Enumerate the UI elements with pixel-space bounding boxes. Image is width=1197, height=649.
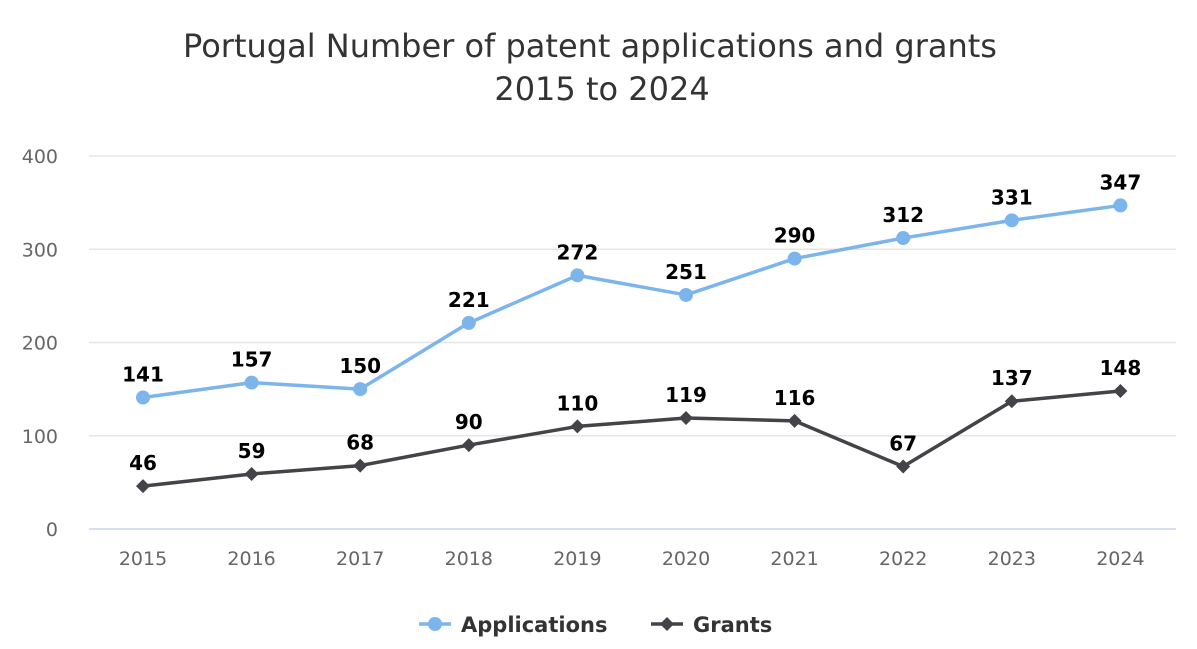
data-point bbox=[136, 390, 150, 405]
legend: Applications Grants bbox=[419, 613, 772, 637]
data-label: 141 bbox=[122, 363, 164, 387]
legend-marker bbox=[428, 617, 442, 631]
x-tick-label: 2020 bbox=[662, 548, 710, 570]
data-point bbox=[1004, 394, 1019, 409]
data-point bbox=[244, 466, 259, 481]
data-label: 119 bbox=[665, 383, 707, 407]
y-axis: 0 100 200 300 400 bbox=[22, 146, 58, 541]
data-labels: 141 157 150 221 272 251 290 312 331 347 46 59 68 90 11… bbox=[122, 170, 1141, 475]
data-point bbox=[787, 413, 802, 428]
data-point bbox=[570, 419, 585, 434]
data-label: 150 bbox=[339, 354, 381, 378]
data-point bbox=[136, 479, 150, 494]
data-label: 221 bbox=[448, 288, 490, 312]
series-grants bbox=[136, 383, 1128, 494]
grid-lines bbox=[89, 155, 1176, 437]
x-tick-label: 2018 bbox=[445, 548, 493, 570]
x-tick-label: 2019 bbox=[553, 548, 601, 570]
data-label: 137 bbox=[991, 366, 1033, 390]
y-tick-label: 100 bbox=[22, 426, 58, 448]
legend-label: Applications bbox=[461, 613, 607, 637]
series-line bbox=[141, 203, 1123, 400]
data-point bbox=[679, 287, 693, 302]
chart-title-line-1: Portugal Number of patent applications a… bbox=[183, 27, 997, 65]
chart-title-line-2: 2015 to 2024 bbox=[494, 70, 709, 108]
y-tick-label: 200 bbox=[22, 333, 58, 355]
data-point bbox=[1113, 383, 1128, 398]
data-point bbox=[461, 438, 476, 453]
x-tick-label: 2015 bbox=[119, 548, 167, 570]
legend-item-applications[interactable]: Applications bbox=[419, 613, 607, 637]
x-tick-label: 2024 bbox=[1096, 548, 1144, 570]
series-applications bbox=[136, 198, 1128, 405]
x-tick-label: 2016 bbox=[227, 548, 275, 570]
legend-item-grants[interactable]: Grants bbox=[651, 613, 772, 637]
data-point bbox=[896, 231, 911, 246]
x-axis: 2015 2016 2017 2018 2019 2020 2021 2022 2023 2024 bbox=[89, 528, 1176, 570]
x-tick-label: 2017 bbox=[336, 548, 384, 570]
data-label: 46 bbox=[129, 451, 157, 475]
data-label: 59 bbox=[238, 439, 266, 463]
data-point bbox=[244, 375, 259, 390]
data-point bbox=[679, 411, 693, 426]
legend-label: Grants bbox=[693, 613, 772, 637]
data-label: 148 bbox=[1100, 356, 1142, 380]
data-point bbox=[787, 251, 802, 266]
data-label: 272 bbox=[557, 240, 599, 264]
data-label: 90 bbox=[455, 410, 483, 434]
data-label: 157 bbox=[231, 348, 273, 372]
data-label: 331 bbox=[991, 185, 1033, 209]
data-label: 67 bbox=[889, 432, 917, 456]
y-tick-label: 300 bbox=[22, 239, 58, 261]
legend-marker bbox=[660, 617, 674, 631]
data-label: 251 bbox=[665, 260, 707, 284]
series-line bbox=[141, 389, 1123, 488]
data-label: 110 bbox=[557, 391, 599, 415]
data-point bbox=[1004, 213, 1019, 228]
data-label: 312 bbox=[882, 203, 924, 227]
data-point bbox=[353, 382, 368, 397]
data-label: 68 bbox=[346, 431, 374, 455]
y-tick-label: 0 bbox=[46, 519, 58, 541]
data-point bbox=[353, 458, 368, 473]
y-tick-label: 400 bbox=[22, 146, 58, 168]
data-label: 290 bbox=[774, 224, 816, 248]
data-label: 116 bbox=[774, 386, 816, 410]
data-point bbox=[896, 459, 911, 474]
data-point bbox=[570, 268, 585, 283]
data-point bbox=[461, 315, 476, 330]
data-point bbox=[1113, 198, 1128, 213]
x-tick-label: 2022 bbox=[879, 548, 927, 570]
data-label: 347 bbox=[1100, 170, 1142, 194]
x-tick-label: 2021 bbox=[770, 548, 818, 570]
series-group bbox=[136, 198, 1128, 494]
x-tick-label: 2023 bbox=[988, 548, 1036, 570]
